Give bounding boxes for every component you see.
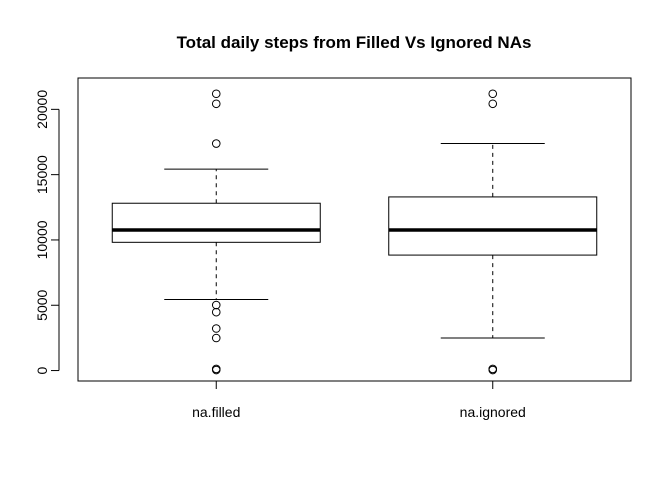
- outlier-point: [211, 300, 221, 310]
- outlier-point: [211, 307, 221, 317]
- chart-title: Total daily steps from Filled Vs Ignored…: [177, 33, 532, 52]
- y-axis: 0 5000 10000 15000 20000: [34, 90, 60, 374]
- outlier-point: [211, 365, 221, 375]
- box-na.filled: [111, 89, 321, 375]
- outlier-point: [488, 365, 498, 375]
- iqr-box: [111, 202, 321, 243]
- boxes: [111, 89, 598, 375]
- outlier-point: [488, 99, 498, 109]
- outlier-point: [488, 89, 498, 99]
- y-tick-label: 15000: [34, 155, 50, 194]
- y-tick-label: 5000: [34, 289, 50, 320]
- y-tick-label: 10000: [34, 220, 50, 259]
- box-na.ignored: [388, 89, 598, 375]
- outlier-point: [211, 324, 221, 333]
- outlier-point: [211, 139, 221, 148]
- y-tick-label: 20000: [34, 90, 50, 129]
- x-tick-label: na.filled: [192, 404, 240, 420]
- y-tick-label: 0: [34, 366, 50, 374]
- outlier-point: [211, 333, 221, 343]
- x-tick-label: na.ignored: [460, 404, 526, 420]
- outlier-point: [211, 89, 221, 99]
- iqr-box: [388, 196, 598, 256]
- x-axis: na.filled na.ignored: [192, 381, 526, 420]
- outlier-point: [211, 99, 221, 109]
- plot-frame: [77, 77, 632, 382]
